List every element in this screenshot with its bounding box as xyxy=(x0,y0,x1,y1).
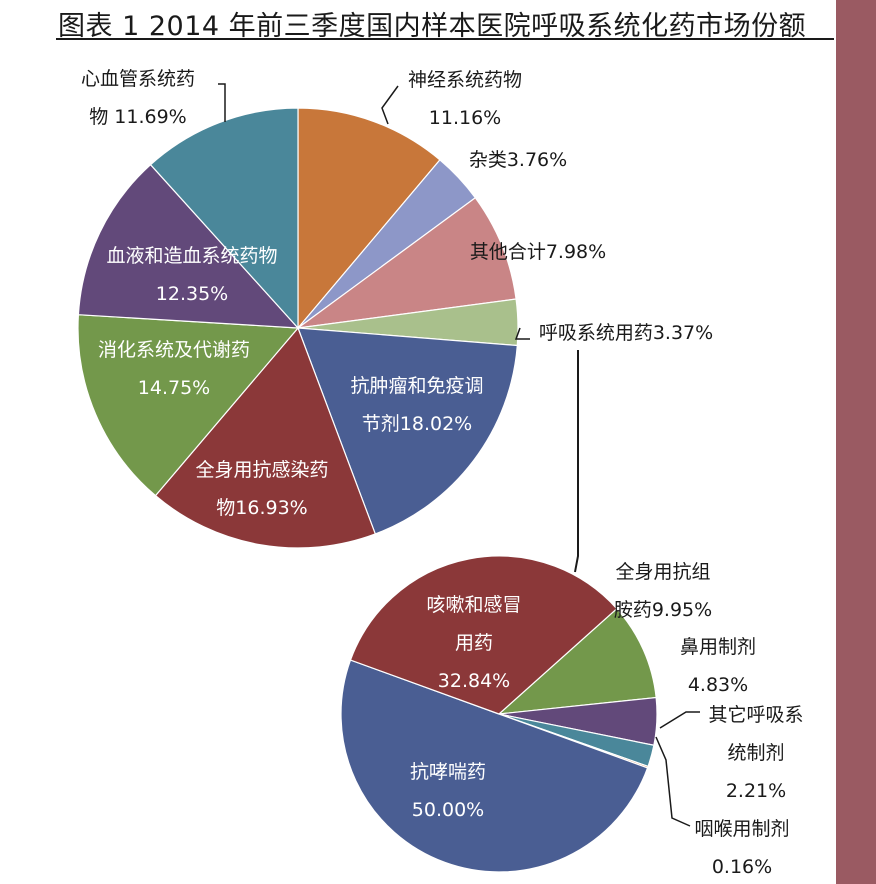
breakout-connector xyxy=(574,350,579,573)
slice-label: 抗哮喘药 xyxy=(410,761,486,783)
slice-label: 胺药9.95% xyxy=(614,599,712,621)
pie-slice xyxy=(340,659,649,873)
leader-line xyxy=(381,85,399,125)
slice-label: 心血管系统药 xyxy=(81,68,195,90)
slice-label: 50.00% xyxy=(412,799,484,821)
slice-label: 4.83% xyxy=(688,674,748,696)
slice-label: 抗肿瘤和免疫调 xyxy=(350,375,483,397)
main-pie xyxy=(77,107,519,549)
title-underline xyxy=(56,38,834,40)
pie-slice xyxy=(149,107,299,330)
connector-lines xyxy=(218,83,700,827)
slice-label: 鼻用制剂 xyxy=(680,636,756,658)
chart-title: 图表 1 2014 年前三季度国内样本医院呼吸系统化药市场份额 xyxy=(58,11,807,42)
slice-label: 呼吸系统用药3.37% xyxy=(539,322,713,344)
slice-label: 其它呼吸系 xyxy=(708,704,803,726)
slice-label: 消化系统及代谢药 xyxy=(98,339,250,361)
slice-label: 全身用抗组 xyxy=(615,561,710,583)
pie-slice xyxy=(297,327,518,535)
slice-label: 血液和造血系统药物 xyxy=(106,245,277,267)
pie-slice xyxy=(297,196,517,329)
respiratory-pie xyxy=(340,555,658,873)
slice-labels: 神经系统药物 11.16% 杂类3.76% 其他合计7.98% 呼吸系统用药3.37% 抗… xyxy=(81,68,804,878)
leader-line xyxy=(659,711,700,729)
slice-label: 物 11.69% xyxy=(89,106,187,128)
pie-slice xyxy=(349,555,618,715)
leader-line xyxy=(218,83,226,122)
pie-slice xyxy=(77,163,300,329)
slice-label: 物16.93% xyxy=(216,497,307,519)
pie-slice xyxy=(77,314,300,497)
slice-label: 节剂18.02% xyxy=(362,413,472,435)
leader-line xyxy=(655,736,691,827)
frame-gap xyxy=(832,0,836,884)
slice-label: 12.35% xyxy=(156,283,228,305)
slice-label: 14.75% xyxy=(138,377,210,399)
slice-label: 全身用抗感染药 xyxy=(195,459,328,481)
slice-label: 0.16% xyxy=(712,856,772,878)
pie-slice xyxy=(297,107,441,330)
frame-left xyxy=(0,0,36,884)
slice-label: 其他合计7.98% xyxy=(470,241,606,263)
slice-label: 32.84% xyxy=(438,670,510,692)
slice-label: 神经系统药物 xyxy=(408,69,522,91)
pie-slice xyxy=(497,607,657,715)
slice-label: 统制剂 xyxy=(727,742,784,764)
slice-label: 咳嗽和感冒 xyxy=(426,594,521,616)
pie-slice xyxy=(154,326,377,549)
slice-label: 用药 xyxy=(455,632,493,654)
slice-label: 咽喉用制剂 xyxy=(694,818,789,840)
slice-label: 11.16% xyxy=(429,107,501,129)
frame-right-bar xyxy=(836,0,876,884)
slice-label: 2.21% xyxy=(726,780,786,802)
slice-label: 杂类3.76% xyxy=(469,149,567,171)
leader-line xyxy=(514,327,530,340)
